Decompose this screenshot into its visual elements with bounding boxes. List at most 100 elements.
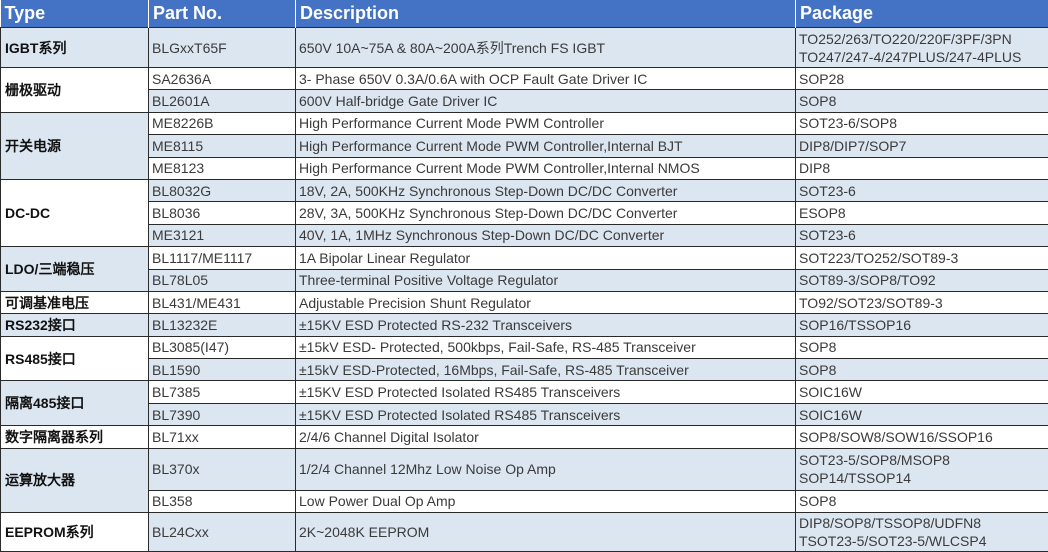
header-package: Package	[795, 0, 1048, 28]
package-cell: SOT23-5/SOP8/MSOP8 SOP14/TSSOP14	[795, 447, 1048, 491]
part-no-cell: BL13232E	[148, 313, 296, 337]
type-cell: 隔离485接口	[0, 380, 149, 427]
part-no-cell: BL7390	[148, 402, 296, 427]
package-line: TO247/247-4/247PLUS/247-4PLUS	[799, 48, 1022, 65]
package-cell: SOIC16W	[795, 402, 1048, 427]
table-row: RS485接口 BL3085(I47) ±15kV ESD- Protected, …	[0, 335, 1048, 382]
package-line: SOP8	[799, 493, 837, 510]
table-row: DC-DC BL8032G 18V, 2A, 500KHz Synchronous …	[0, 178, 1048, 248]
part-no-cell: BL1117/ME1117	[148, 246, 296, 270]
package-cell: SOP28	[795, 66, 1048, 91]
description-cell: High Performance Current Mode PWM Contro…	[295, 134, 796, 158]
package-line: TSOT23-5/SOT23-5/WLCSP4	[799, 533, 987, 550]
part-no-cell: BL24Cxx	[148, 512, 296, 552]
package-line: SOP8	[799, 361, 837, 378]
type-cell: 栅极驱动	[0, 67, 149, 113]
part-no-cell: BL7385	[148, 380, 296, 404]
table-row: 数字隔离器系列 BL71xx 2/4/6 Channel Digital Isola…	[0, 425, 1048, 449]
description-cell: High Performance Current Mode PWM Contro…	[295, 156, 796, 180]
package-cell: SOP16/TSSOP16	[795, 313, 1048, 337]
description-cell: Three-terminal Positive Voltage Regulato…	[295, 268, 796, 292]
package-cell: SOP8	[795, 335, 1048, 360]
type-cell: LDO/三端稳压	[0, 246, 149, 292]
package-cell: SOP8	[795, 358, 1048, 382]
type-cell: RS485接口	[0, 335, 149, 382]
table-row: BL78L05 Three-terminal Positive Voltage R…	[1, 268, 1048, 292]
package-line: SOT23-6	[799, 182, 856, 199]
table-row: 可调基准电压 BL431/ME431 Adjustable Precision Sh…	[0, 290, 1048, 315]
description-cell: ±15kV ESD- Protected, 500kbps, Fail-Safe…	[295, 335, 796, 360]
package-cell: SOT23-6/SOP8	[795, 111, 1048, 136]
package-cell: SOIC16W	[795, 380, 1048, 404]
table-row: BL358 Low Power Dual Op Amp SOP8	[1, 489, 1048, 514]
part-no-cell: BL71xx	[148, 425, 296, 449]
description-cell: Adjustable Precision Shunt Regulator	[295, 290, 796, 315]
package-cell: SOT23-6	[795, 178, 1048, 203]
table-row: IGBT系列 BLGxxT65F 650V 10A~75A & 80A~200A系列…	[0, 27, 1048, 68]
part-no-cell: ME8115	[148, 134, 296, 158]
table-row: ME3121 40V, 1A, 1MHz Synchronous Step-Dow…	[1, 223, 1048, 248]
part-no-cell: ME3121	[148, 223, 296, 248]
package-cell: SOP8	[795, 489, 1048, 514]
package-cell: SOT23-6	[795, 223, 1048, 248]
package-cell: TO92/SOT23/SOT89-3	[795, 290, 1048, 315]
package-line: SOT23-5/SOP8/MSOP8	[799, 452, 950, 469]
package-cell: SOP8	[795, 89, 1048, 113]
part-no-cell: ME8123	[148, 156, 296, 180]
description-cell: 1/2/4 Channel 12Mhz Low Noise Op Amp	[295, 447, 796, 491]
description-cell: 18V, 2A, 500KHz Synchronous Step-Down DC…	[295, 178, 796, 203]
part-no-cell: ME8226B	[148, 111, 296, 136]
part-no-cell: BL370x	[148, 447, 296, 491]
package-line: DIP8/SOP8/TSSOP8/UDFN8	[799, 515, 982, 532]
table-row: RS232接口 BL13232E ±15KV ESD Protected RS-23…	[0, 313, 1048, 337]
description-cell: ±15kV ESD-Protected, 16Mbps, Fail-Safe, …	[295, 358, 796, 382]
table-row: BL2601A 600V Half-bridge Gate Driver IC SO…	[1, 89, 1048, 113]
package-line: ESOP8	[799, 205, 846, 222]
package-cell: SOP8/SOW8/SOW16/SSOP16	[795, 425, 1048, 449]
type-cell: 可调基准电压	[0, 290, 149, 315]
package-cell: SOT89-3/SOP8/TO92	[795, 268, 1048, 292]
description-cell: ±15KV ESD Protected Isolated RS485 Trans…	[295, 402, 796, 427]
package-line: SOP8	[799, 339, 837, 356]
table-row: ME8123 High Performance Current Mode PWM …	[1, 156, 1048, 180]
table-row: 运算放大器 BL370x 1/2/4 Channel 12Mhz Low Noise…	[0, 447, 1048, 514]
description-cell: 40V, 1A, 1MHz Synchronous Step-Down DC/D…	[295, 223, 796, 248]
package-line: SOIC16W	[799, 384, 863, 401]
package-line: SOP8/SOW8/SOW16/SSOP16	[799, 428, 993, 445]
table-row: ME8115 High Performance Current Mode PWM …	[1, 134, 1048, 158]
header-row: Type Part No. Description Package	[0, 0, 1048, 28]
package-cell: TO252/263/TO220/220F/3PF/3PN TO247/247-4/…	[795, 27, 1048, 68]
package-line: SOP8	[799, 93, 837, 110]
table-row: BL7390 ±15KV ESD Protected Isolated RS485…	[1, 402, 1048, 427]
header-description: Description	[295, 0, 796, 28]
package-line: TO92/SOT23/SOT89-3	[799, 294, 943, 311]
part-no-cell: BL8036	[148, 201, 296, 225]
type-cell: EEPROM系列	[0, 512, 149, 552]
table-row: BL1590 ±15kV ESD-Protected, 16Mbps, Fail-…	[1, 358, 1048, 382]
description-cell: 2/4/6 Channel Digital Isolator	[295, 425, 796, 449]
package-line: DIP8/DIP7/SOP7	[799, 137, 907, 154]
description-cell: 3- Phase 650V 0.3A/0.6A with OCP Fault G…	[295, 66, 796, 91]
description-cell: 28V, 3A, 500KHz Synchronous Step-Down DC…	[295, 201, 796, 225]
package-cell: SOT223/TO252/SOT89-3	[795, 246, 1048, 270]
package-cell: DIP8/DIP7/SOP7	[795, 134, 1048, 158]
type-cell: RS232接口	[0, 313, 149, 337]
table-row: 隔离485接口 BL7385 ±15KV ESD Protected Isolate…	[0, 380, 1048, 427]
package-line: TO252/263/TO220/220F/3PF/3PN	[799, 30, 1012, 47]
part-no-cell: BL8032G	[148, 178, 296, 203]
type-cell: IGBT系列	[0, 27, 149, 68]
package-line: SOT89-3/SOP8/TO92	[799, 272, 936, 289]
header-part-no: Part No.	[148, 0, 296, 28]
part-no-cell: BLGxxT65F	[148, 27, 296, 68]
part-no-cell: BL2601A	[148, 89, 296, 113]
package-cell: DIP8	[795, 156, 1048, 180]
description-cell: 2K~2048K EEPROM	[295, 512, 796, 552]
description-cell: 1A Bipolar Linear Regulator	[295, 246, 796, 270]
type-cell: 数字隔离器系列	[0, 425, 149, 449]
package-cell: ESOP8	[795, 201, 1048, 225]
type-cell: 运算放大器	[0, 447, 149, 514]
table-row: BL8036 28V, 3A, 500KHz Synchronous Step-D…	[1, 201, 1048, 225]
type-cell: 开关电源	[0, 111, 149, 180]
part-no-cell: BL358	[148, 489, 296, 514]
